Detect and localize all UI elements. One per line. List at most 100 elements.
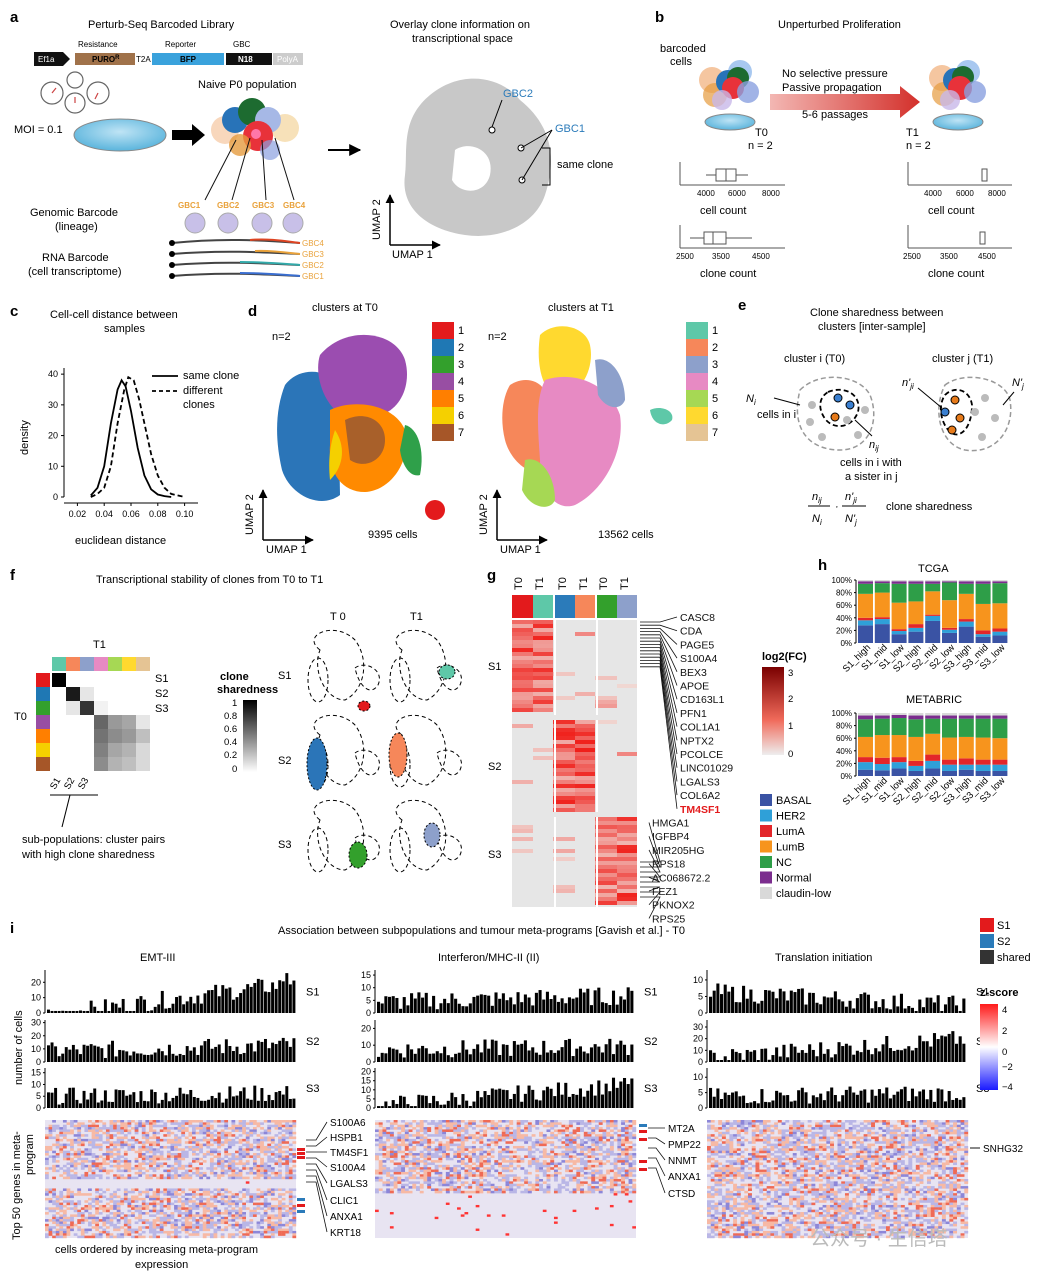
i-heat-cell [378, 1153, 383, 1156]
i-heat-cell [116, 1160, 121, 1163]
i-heat-cell [859, 1127, 864, 1130]
i-heat-cell [62, 1221, 67, 1225]
i-bar [410, 1049, 414, 1062]
i-heat-cell [202, 1223, 207, 1227]
i-heat-cell [378, 1136, 383, 1140]
i-heat-cell [598, 1136, 603, 1140]
i-heat-cell [557, 1183, 562, 1187]
i-heat-cell [174, 1148, 178, 1151]
i-heat-cell [624, 1127, 629, 1130]
i-heat-cell [930, 1127, 935, 1130]
h-bar-s2_high-nc [908, 583, 924, 602]
i-heat-cell [209, 1148, 214, 1151]
i-heat-cell [449, 1179, 454, 1182]
i-heat-cell [598, 1188, 603, 1191]
i-bar [450, 1057, 454, 1062]
i-heat-cell [386, 1188, 391, 1191]
i-heat-cell [55, 1169, 60, 1173]
i-heat-cell [209, 1235, 214, 1239]
i-heat-cell [285, 1167, 290, 1170]
i-heat-cell [375, 1171, 379, 1175]
i-heat-cell [292, 1122, 297, 1125]
i-heat-cell [123, 1195, 128, 1199]
i-bar [196, 1054, 200, 1062]
i-heat-cell [490, 1120, 495, 1123]
i-heat-cell [245, 1223, 250, 1227]
i-heat-cell [553, 1188, 558, 1191]
i-heat-cell [550, 1157, 555, 1161]
i-heat-cell [70, 1164, 74, 1168]
i-heat-cell [159, 1204, 164, 1208]
i-heat-cell [565, 1145, 570, 1149]
i-heat-cell [181, 1164, 186, 1168]
i-heat-cell [184, 1202, 189, 1206]
i-heat-cell [238, 1235, 243, 1239]
i-heat-cell [278, 1120, 282, 1123]
i-bar [288, 1046, 292, 1062]
i-heat-cell [520, 1148, 525, 1151]
i-heat-cell [252, 1122, 257, 1125]
i-heat-cell [389, 1122, 394, 1125]
i-heat-cell [127, 1148, 132, 1151]
i-heat-cell [174, 1207, 178, 1210]
i-heat-cell [206, 1207, 211, 1210]
i-heat-cell [602, 1143, 607, 1147]
i-heat-cell [62, 1235, 67, 1239]
i-heat-cell [453, 1131, 458, 1135]
i-heat-cell [105, 1197, 110, 1201]
i-heat-cell [427, 1155, 432, 1158]
i-heat-cell [270, 1136, 275, 1140]
i-heat-cell [498, 1174, 502, 1177]
i-heat-cell [423, 1157, 428, 1161]
i-heat-cell [565, 1150, 570, 1154]
i-heat-cell [88, 1228, 92, 1232]
h-bar-s3_low-claudin-low [992, 713, 1008, 716]
i-bar [885, 1035, 889, 1062]
i-heat-cell [141, 1212, 146, 1215]
i-bar [870, 1054, 874, 1062]
i-heat-cell [116, 1204, 121, 1208]
i-heat-cell [430, 1148, 435, 1151]
i-bar [267, 1094, 271, 1108]
i-bar [263, 1100, 267, 1108]
i-heat-cell [267, 1136, 272, 1140]
i-heat-cell [242, 1138, 246, 1142]
g-heat-cell [575, 768, 595, 772]
i-bar [764, 1101, 768, 1108]
i-heat-cell [227, 1233, 232, 1236]
i-heat-cell [561, 1129, 566, 1132]
i-heat-cell [572, 1145, 577, 1149]
i-heat-cell [490, 1190, 495, 1194]
i-heat-cell [576, 1174, 581, 1177]
i-heat-cell [278, 1174, 282, 1177]
i-heat-cell [926, 1124, 931, 1128]
i-bar [395, 1103, 399, 1108]
i-ytick: 0 [698, 1103, 703, 1113]
i-heat-cell [199, 1127, 203, 1130]
h-bar-s2_low-her2 [942, 629, 957, 633]
i-heat-cell [220, 1228, 225, 1232]
i-heat-cell [127, 1221, 132, 1225]
g-heat-cell [617, 885, 637, 889]
i-heat-cell [113, 1143, 117, 1147]
i-heat-cell [62, 1176, 67, 1180]
i-bar [242, 989, 246, 1013]
i-heat-cell [267, 1145, 272, 1149]
i-heat-cell [231, 1176, 236, 1180]
i-heat-cell [116, 1212, 121, 1215]
i-heat-cell [285, 1214, 290, 1217]
i-bar [720, 1099, 724, 1108]
i-heat-cell [475, 1167, 480, 1170]
i-heat-cell [235, 1223, 239, 1227]
i-heat-cell [580, 1150, 584, 1154]
i-heat-cell [80, 1219, 85, 1222]
i-heat-cell [220, 1171, 225, 1175]
i-heat-cell [270, 1235, 275, 1239]
i-heat-cell [113, 1141, 117, 1144]
i-heat-cell [138, 1197, 143, 1201]
nij-label: nij [869, 439, 879, 453]
i-heat-cell [449, 1188, 454, 1191]
i-heat-cell [557, 1153, 562, 1156]
i-bar [907, 1100, 911, 1108]
i-heat-cell [609, 1134, 614, 1137]
